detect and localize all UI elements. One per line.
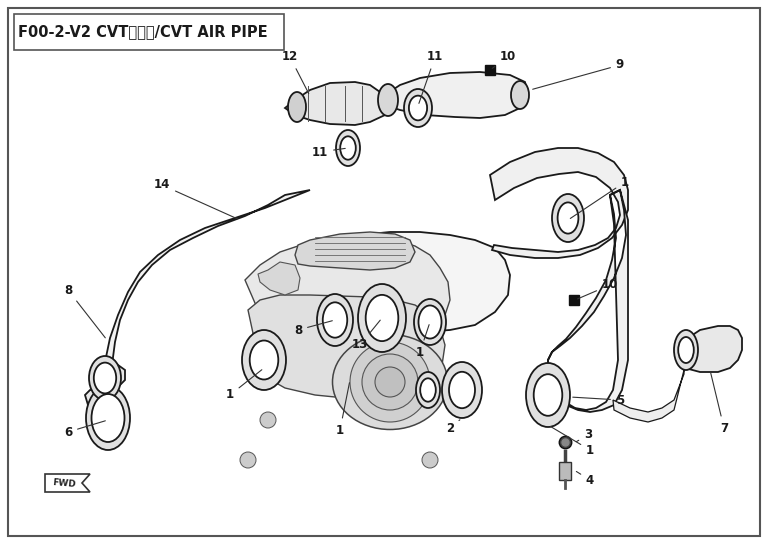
Ellipse shape bbox=[526, 363, 570, 427]
Polygon shape bbox=[378, 72, 528, 118]
Ellipse shape bbox=[317, 294, 353, 346]
Ellipse shape bbox=[552, 194, 584, 242]
Text: F00-2-V2 CVT通风管/CVT AIR PIPE: F00-2-V2 CVT通风管/CVT AIR PIPE bbox=[18, 24, 267, 40]
Ellipse shape bbox=[409, 96, 427, 120]
Ellipse shape bbox=[378, 84, 398, 116]
Polygon shape bbox=[305, 232, 510, 332]
Ellipse shape bbox=[674, 330, 698, 370]
Ellipse shape bbox=[340, 137, 356, 160]
Ellipse shape bbox=[420, 378, 435, 401]
Text: 1: 1 bbox=[416, 325, 429, 358]
Text: 14: 14 bbox=[154, 178, 237, 219]
Text: 11: 11 bbox=[419, 51, 443, 103]
Ellipse shape bbox=[414, 299, 446, 345]
Ellipse shape bbox=[333, 335, 448, 430]
Text: 5: 5 bbox=[573, 393, 624, 406]
Text: 2: 2 bbox=[446, 420, 460, 435]
Bar bbox=[559, 462, 571, 480]
Polygon shape bbox=[548, 190, 628, 412]
Text: 7: 7 bbox=[710, 373, 728, 435]
Ellipse shape bbox=[250, 341, 278, 380]
Polygon shape bbox=[490, 148, 628, 258]
Ellipse shape bbox=[91, 394, 124, 442]
Circle shape bbox=[260, 352, 276, 368]
Circle shape bbox=[350, 342, 430, 422]
Ellipse shape bbox=[404, 89, 432, 127]
Ellipse shape bbox=[89, 356, 121, 400]
Ellipse shape bbox=[511, 81, 529, 109]
Ellipse shape bbox=[366, 295, 399, 341]
Text: 1: 1 bbox=[571, 176, 629, 219]
Text: 13: 13 bbox=[352, 320, 380, 351]
Circle shape bbox=[240, 452, 256, 468]
Text: 4: 4 bbox=[576, 472, 594, 486]
Ellipse shape bbox=[336, 130, 360, 166]
Ellipse shape bbox=[558, 202, 578, 233]
Circle shape bbox=[375, 367, 405, 397]
Polygon shape bbox=[676, 326, 742, 372]
Bar bbox=[14, 14, 284, 50]
Ellipse shape bbox=[358, 284, 406, 352]
Polygon shape bbox=[100, 190, 310, 390]
Text: FWD: FWD bbox=[52, 479, 76, 490]
Polygon shape bbox=[295, 232, 415, 270]
Text: 1: 1 bbox=[551, 426, 594, 456]
Ellipse shape bbox=[449, 372, 475, 408]
Polygon shape bbox=[285, 82, 388, 125]
Text: 10: 10 bbox=[492, 51, 516, 69]
Polygon shape bbox=[248, 295, 445, 398]
Polygon shape bbox=[258, 262, 300, 295]
Circle shape bbox=[362, 354, 418, 410]
Text: 3: 3 bbox=[577, 429, 592, 442]
Ellipse shape bbox=[242, 330, 286, 390]
Text: 9: 9 bbox=[533, 59, 624, 89]
Ellipse shape bbox=[416, 372, 440, 408]
Ellipse shape bbox=[678, 337, 694, 363]
Text: 1: 1 bbox=[226, 370, 262, 401]
Text: 6: 6 bbox=[64, 421, 105, 438]
Ellipse shape bbox=[442, 362, 482, 418]
Ellipse shape bbox=[86, 386, 130, 450]
Polygon shape bbox=[245, 238, 450, 332]
Polygon shape bbox=[85, 365, 125, 408]
Ellipse shape bbox=[94, 363, 116, 393]
Text: 11: 11 bbox=[312, 145, 346, 158]
Text: 12: 12 bbox=[282, 51, 309, 94]
Text: 10: 10 bbox=[578, 279, 618, 299]
Circle shape bbox=[260, 412, 276, 428]
Ellipse shape bbox=[323, 302, 347, 338]
Text: 1: 1 bbox=[336, 383, 349, 436]
Ellipse shape bbox=[534, 374, 562, 416]
Circle shape bbox=[422, 452, 438, 468]
Polygon shape bbox=[613, 370, 684, 422]
Text: 8: 8 bbox=[294, 321, 333, 337]
Text: 8: 8 bbox=[64, 283, 105, 338]
Ellipse shape bbox=[419, 305, 442, 338]
Ellipse shape bbox=[288, 92, 306, 122]
